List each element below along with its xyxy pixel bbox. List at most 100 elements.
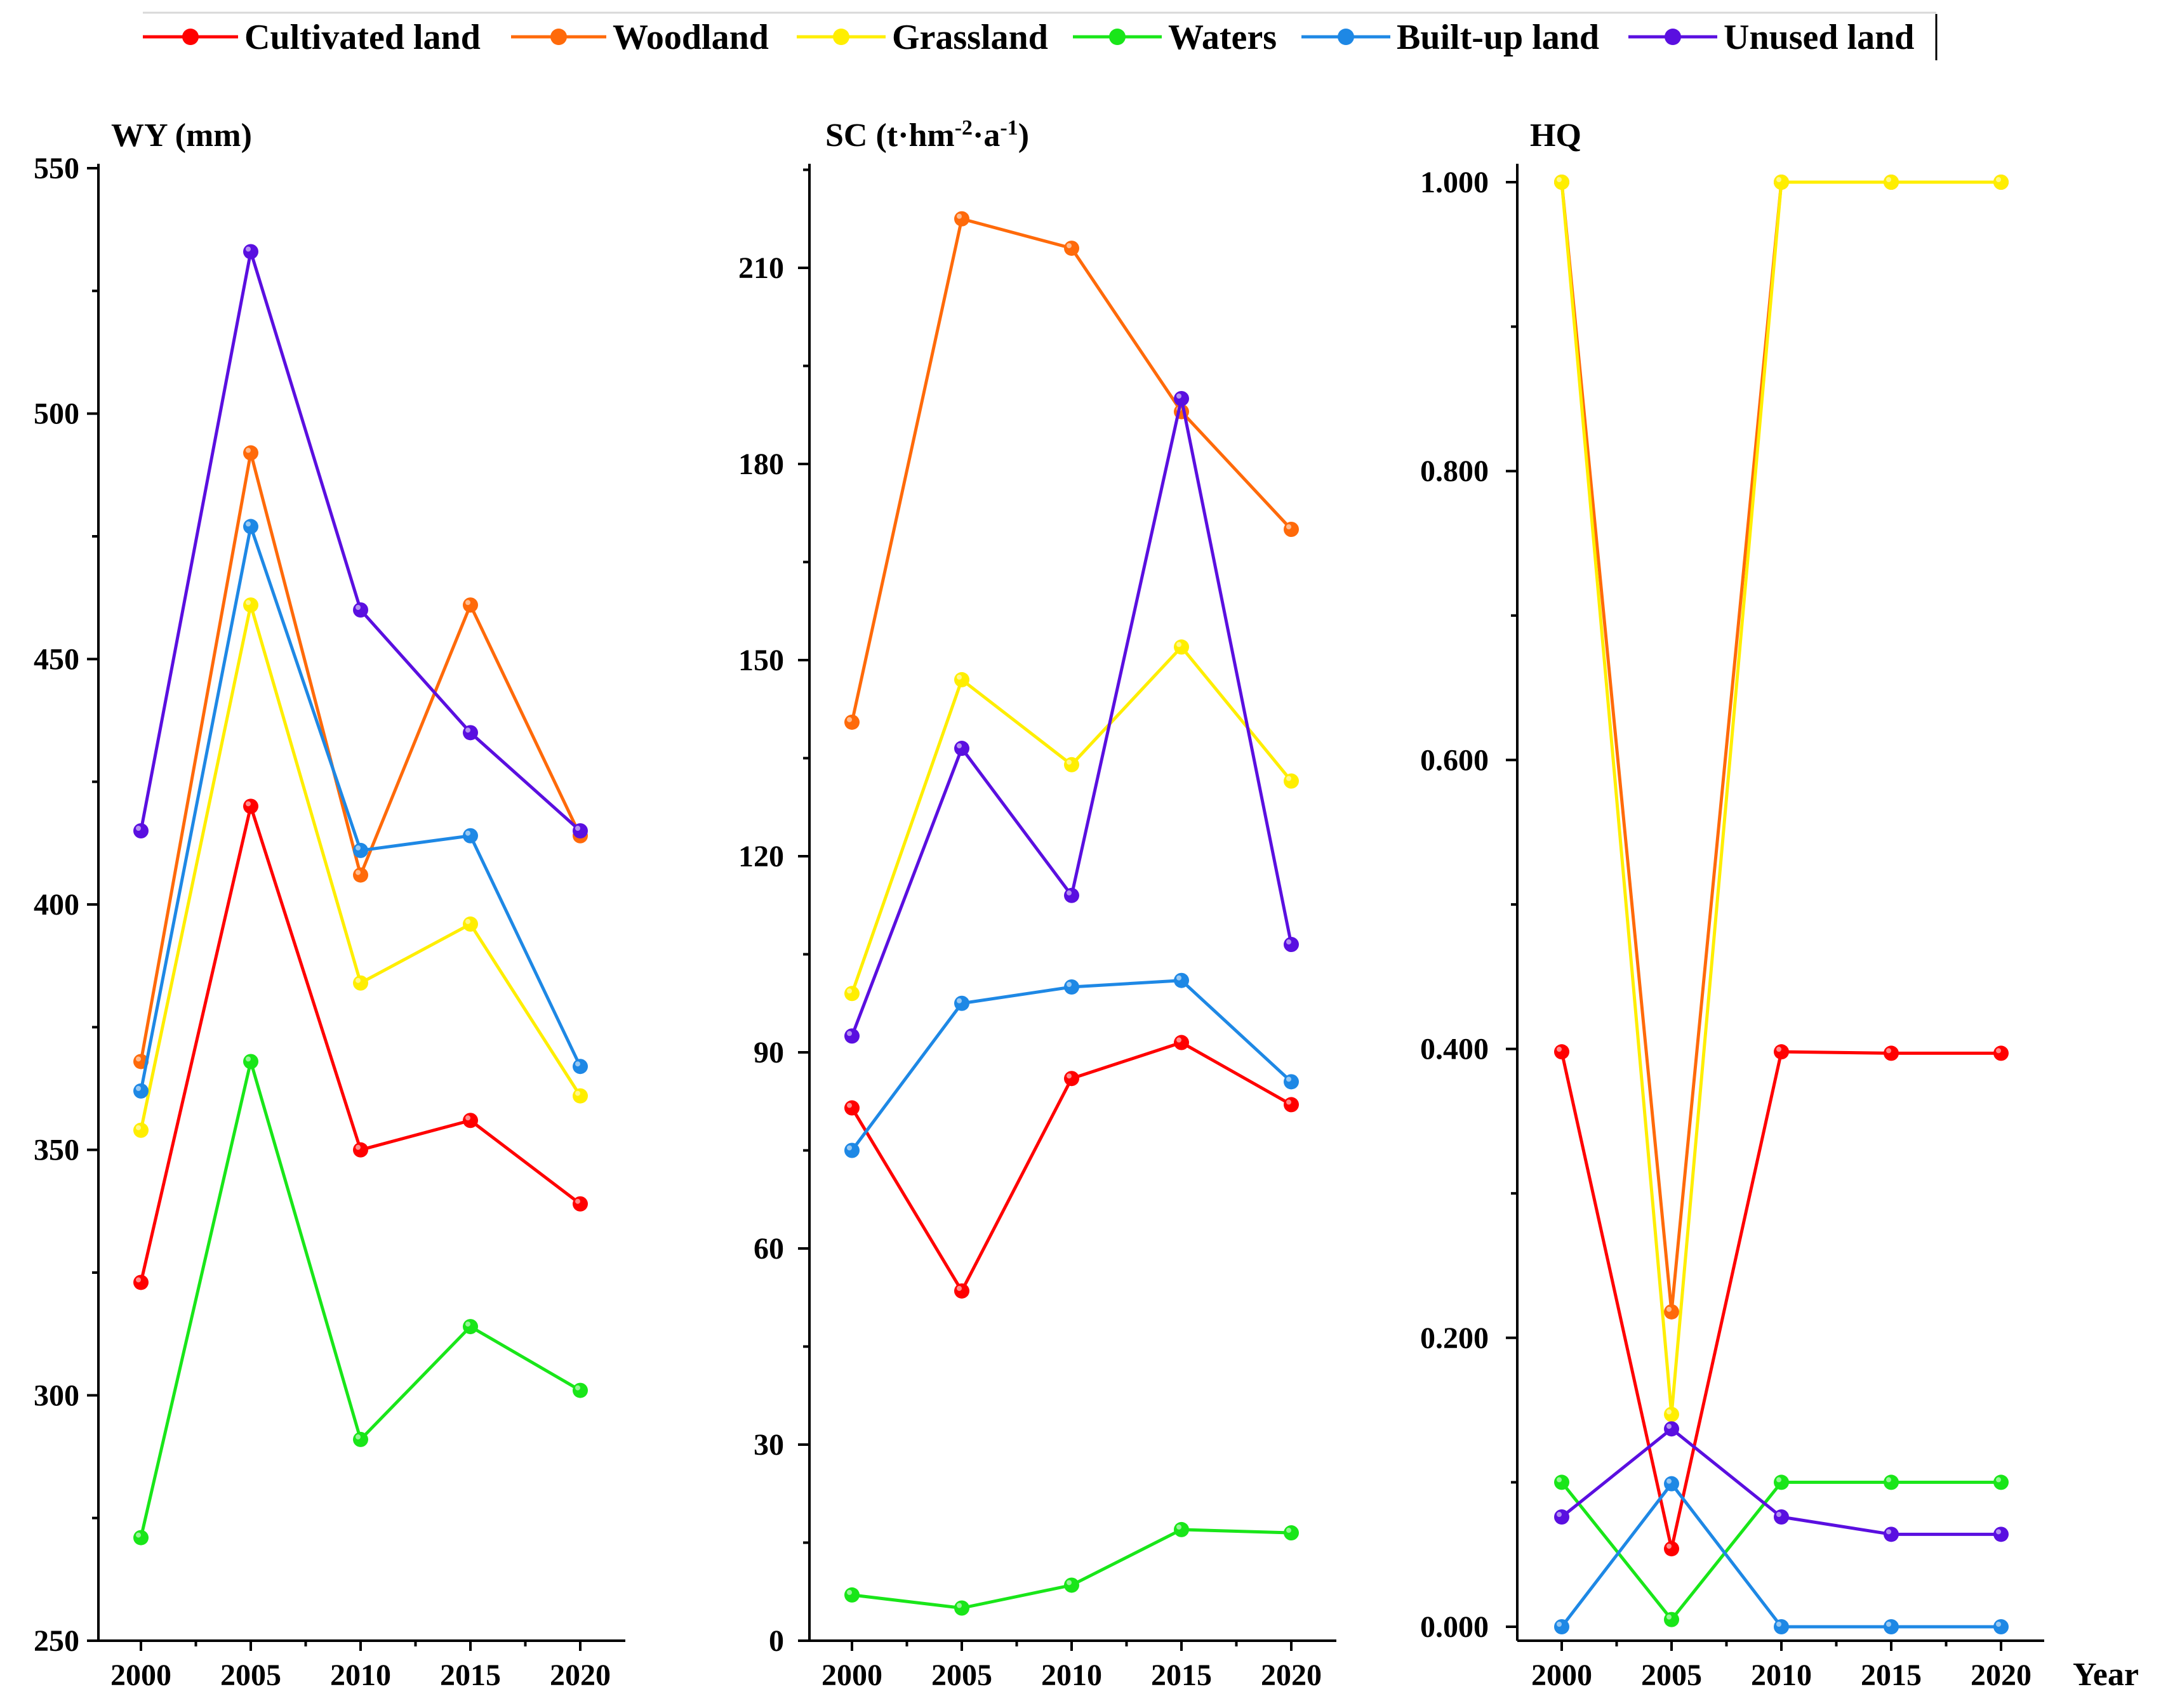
data-point: [133, 823, 149, 838]
data-point-highlight: [465, 600, 470, 606]
data-point: [573, 1196, 588, 1212]
series-built-up-land: [844, 972, 1299, 1158]
data-point: [1174, 1521, 1189, 1537]
legend-item-built-up-land[interactable]: Built-up land: [1301, 18, 1599, 57]
y-axis-title: HQ: [1530, 117, 1581, 154]
data-point: [1284, 773, 1299, 789]
data-point-highlight: [1557, 1477, 1562, 1483]
x-tick-label: 2015: [1151, 1658, 1212, 1692]
series-line: [1560, 1480, 2001, 1622]
data-point-highlight: [1996, 1048, 2001, 1054]
legend-swatch-marker: [833, 29, 849, 45]
y-tick-label: 60: [754, 1232, 784, 1266]
legend-item-waters[interactable]: Waters: [1073, 18, 1277, 57]
series-line: [1560, 180, 2001, 1416]
data-point: [1884, 1474, 1899, 1490]
legend-swatch-marker: [1109, 29, 1126, 45]
data-point-highlight: [575, 1090, 580, 1096]
data-point: [573, 1059, 588, 1075]
data-point: [1664, 1304, 1679, 1320]
legend-swatch-marker: [1665, 29, 1681, 45]
series-line: [850, 397, 1293, 1037]
data-point-highlight: [1996, 1622, 2001, 1627]
data-point-highlight: [1776, 1512, 1781, 1518]
data-point: [954, 672, 969, 687]
data-point: [1993, 1619, 2009, 1634]
data-point-highlight: [1666, 1478, 1672, 1484]
data-point: [1774, 175, 1789, 190]
data-point: [844, 986, 860, 1002]
data-point-highlight: [1557, 177, 1562, 182]
data-point: [1774, 1044, 1789, 1060]
series-line: [1560, 1050, 2001, 1551]
data-point-highlight: [1286, 939, 1291, 945]
series-line: [1560, 180, 2001, 1314]
data-point-highlight: [356, 870, 361, 875]
data-point: [353, 1431, 368, 1447]
data-point-highlight: [1176, 642, 1181, 647]
data-point-highlight: [1886, 177, 1891, 182]
series-line: [139, 1059, 582, 1539]
y-tick-label: 180: [738, 447, 784, 481]
data-point: [1993, 1045, 2009, 1061]
data-point: [1774, 1619, 1789, 1634]
data-point-highlight: [136, 1277, 141, 1283]
data-point: [243, 519, 258, 534]
data-point: [1554, 1044, 1569, 1060]
legend-swatch-marker: [182, 29, 199, 45]
series-unused-land: [1554, 1421, 2009, 1542]
data-point-highlight: [136, 1056, 141, 1062]
data-point: [844, 1142, 860, 1158]
x-tick-label: 2015: [1861, 1658, 1922, 1692]
data-point-highlight: [465, 1321, 470, 1327]
data-point: [353, 975, 368, 991]
data-point-highlight: [1286, 1076, 1291, 1082]
data-point-highlight: [465, 727, 470, 733]
data-point: [573, 823, 588, 838]
data-point-highlight: [1067, 982, 1072, 987]
data-point-highlight: [356, 1434, 361, 1440]
data-point-highlight: [1776, 177, 1781, 182]
data-point-highlight: [1067, 890, 1072, 896]
x-tick-label: 2005: [1641, 1658, 1702, 1692]
data-point-highlight: [1886, 1477, 1891, 1483]
data-point: [1664, 1407, 1679, 1422]
data-point-highlight: [1996, 1529, 2001, 1535]
data-point: [463, 725, 478, 741]
x-axis-title: Year: [2073, 1657, 2139, 1693]
data-point-highlight: [136, 1085, 141, 1091]
legend-label: Waters: [1168, 18, 1277, 57]
legend-label: Cultivated land: [244, 18, 481, 57]
data-point-highlight: [575, 826, 580, 831]
data-point: [243, 798, 258, 814]
series-waters: [844, 1521, 1299, 1616]
data-point: [1174, 391, 1189, 406]
data-point: [1064, 887, 1079, 903]
data-point: [463, 1319, 478, 1335]
legend-item-grassland[interactable]: Grassland: [797, 18, 1048, 57]
data-point-highlight: [1996, 177, 2001, 182]
legend-item-unused-land[interactable]: Unused land: [1628, 18, 1914, 57]
legend-item-woodland[interactable]: Woodland: [511, 18, 769, 57]
series-line: [850, 217, 1293, 723]
legend-item-cultivated-land[interactable]: Cultivated land: [143, 18, 481, 57]
data-point-highlight: [356, 1144, 361, 1150]
data-point: [243, 1054, 258, 1069]
data-point: [1664, 1476, 1679, 1492]
chart-panel-3: HQ 0.000 0.200 0.400 0.600 0.800 1.000 2000 2005…: [1420, 117, 2044, 1692]
data-point: [133, 1530, 149, 1546]
legend: Cultivated land Woodland Grassland Waters Bu…: [143, 11, 1938, 60]
data-point: [1554, 175, 1569, 190]
legend-swatch-marker: [1338, 29, 1354, 45]
y-axis-title: WY (mm): [111, 117, 252, 154]
data-point: [844, 1100, 860, 1116]
data-point-highlight: [847, 1031, 852, 1036]
data-point: [1064, 241, 1079, 256]
data-point-highlight: [1176, 1524, 1181, 1530]
series-built-up-land: [133, 519, 588, 1099]
data-point-highlight: [847, 1145, 852, 1151]
x-tick-label: 2020: [1971, 1658, 2032, 1692]
data-point-highlight: [1176, 394, 1181, 399]
data-point-highlight: [1557, 1512, 1562, 1518]
x-tick-label: 2020: [550, 1658, 611, 1692]
